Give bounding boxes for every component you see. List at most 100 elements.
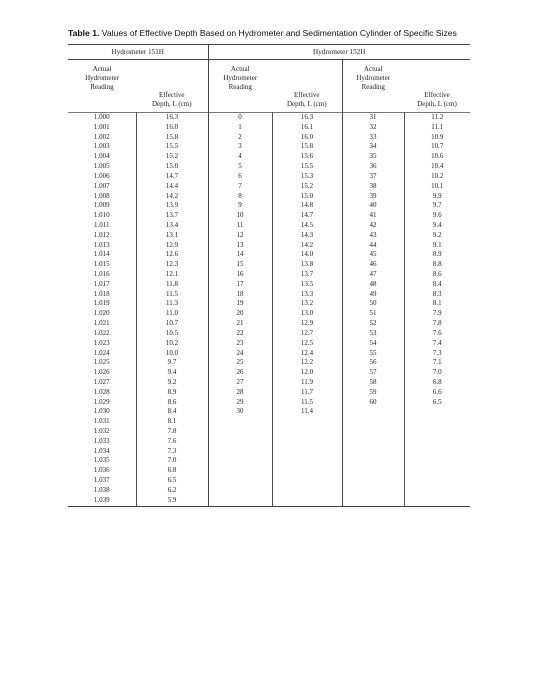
table-cell-effective-depth-152h-a: 15.6 [272,152,343,163]
table-cell-actual-reading-152h-b: 56 [342,358,405,369]
table-cell-effective-depth-152h-a: 15.3 [272,171,343,182]
table-cell-actual-reading-152h-a [208,427,273,437]
table-cell-actual-reading-152h-a: 27 [208,377,273,388]
table-row: 1.032 7.8 [68,427,470,437]
table-cell-actual-reading-152h-b: 38 [342,181,405,192]
table-cell-actual-reading-152h-b: 41 [342,211,405,221]
table-cell-actual-reading-152h-a: 1 [208,122,273,133]
table-cell-actual-reading-151h: 1.037 [68,476,137,486]
table-cell-effective-depth-151h: 8.6 [136,397,209,408]
table-cell-effective-depth-152h-a: 14.2 [272,240,343,251]
column-header-line: Depth, L (cm) [151,100,192,108]
table-cell-actual-reading-152h-a: 7 [208,181,273,192]
table-cell-actual-reading-152h-b [342,436,405,447]
table-cell-actual-reading-152h-a: 2 [208,132,273,143]
table-cell-actual-reading-151h: 1.018 [68,289,137,300]
column-header-line: Depth, L (cm) [417,100,457,108]
table-cell-actual-reading-152h-a [208,446,273,457]
table-cell-actual-reading-152h-b [342,456,405,467]
table-cell-actual-reading-151h: 1.007 [68,181,137,192]
table-row: 1.020 11.0 20 13.0 51 7.9 [68,309,470,320]
table-cell-effective-depth-152h-b: 10.9 [431,132,444,141]
table-cell-actual-reading-151h: 1.000 [68,111,137,123]
column-header-actual-reading-152h-b: Actual Hydrometer Reading [342,60,404,113]
table-cell-effective-depth-152h-a [272,436,343,447]
table-cell-effective-depth-151h: 13.9 [136,201,209,212]
table-cell-actual-reading-151h: 1.020 [68,309,137,320]
table-row: 1.002 15.8 2 16.0 33 10.9 [68,132,470,143]
table-cell-actual-reading-152h-b: 34 [342,142,405,153]
table-cell-actual-reading-152h-a: 4 [208,152,273,163]
column-header-line: Reading [228,83,252,91]
table-cell-actual-reading-151h: 1.006 [68,171,137,182]
table-cell-effective-depth-151h: 15.2 [136,152,209,163]
table-cell-actual-reading-152h-b: 57 [342,368,405,378]
table-cell-actual-reading-152h-a [208,485,273,496]
table-cell-actual-reading-152h-b: 52 [342,319,405,329]
table-cell-effective-depth-152h-a: 12.5 [272,338,343,349]
table-cell-effective-depth-152h-b [404,427,470,437]
table-cell-effective-depth-152h-b [404,417,470,427]
table-cell-effective-depth-152h-b [404,466,470,476]
table-cell-actual-reading-152h-b: 54 [342,338,405,349]
column-header-line: Actual [230,65,250,73]
table-cell-effective-depth-152h-b [404,407,470,417]
table-cell-actual-reading-152h-a [208,495,273,507]
table-cell-actual-reading-152h-a: 18 [208,289,273,300]
table-cell-actual-reading-151h: 1.010 [68,211,137,221]
table-row: 1.009 13.9 9 14.8 40 9.7 [68,201,470,212]
table-cell-effective-depth-152h-b: 9.1 [432,240,442,249]
table-row: 1.021 10.7 21 12.9 52 7.8 [68,319,470,329]
table-cell-effective-depth-152h-a: 12.2 [272,358,343,369]
table-cell-effective-depth-152h-b: 10.2 [431,171,444,180]
table-cell-actual-reading-152h-b: 36 [342,162,405,172]
table-row: 1.030 8.4 30 11.4 [68,407,470,418]
table-cell-effective-depth-152h-a [272,495,343,507]
table-cell-actual-reading-152h-b [342,407,405,418]
table-cell-actual-reading-151h: 1.017 [68,279,137,290]
table-cell-effective-depth-152h-a: 13.2 [272,299,343,310]
table-row: 1.005 15.0 5 15.5 36 10.4 [68,162,470,172]
table-cell-effective-depth-152h-a: 15.0 [272,191,343,202]
table-cell-actual-reading-152h-a: 21 [208,319,273,329]
table-cell-effective-depth-151h: 7.0 [136,456,209,467]
table-row: 1.025 9.7 25 12.2 56 7.1 [68,358,470,369]
table-cell-effective-depth-151h: 9.4 [136,368,209,378]
table-cell-actual-reading-152h-b: 47 [342,270,405,280]
table-title: Values of Effective Depth Based on Hydro… [101,28,457,38]
table-cell-effective-depth-151h: 9.7 [136,358,209,369]
table-cell-effective-depth-152h-b: 9.4 [432,220,442,229]
table-row: 1.031 8.1 [68,417,470,427]
table-cell-actual-reading-151h: 1.033 [68,436,137,447]
column-header-line: Depth, L (cm) [286,100,327,108]
table-row: 1.011 13.4 11 14.5 42 9.4 [68,220,470,231]
table-number: Table 1. [68,28,100,38]
table-cell-actual-reading-152h-b: 53 [342,328,405,339]
table-row: 1.014 12.6 14 14.0 45 8.9 [68,250,470,261]
table-cell-actual-reading-152h-a [208,436,273,447]
column-header-line: Hydrometer [223,74,258,82]
column-header-line: Reading [90,83,114,91]
table-cell-actual-reading-152h-b: 44 [342,240,405,251]
table-cell-effective-depth-151h: 8.4 [136,407,209,418]
table-cell-actual-reading-152h-b: 35 [342,152,405,163]
table-cell-actual-reading-151h: 1.034 [68,446,137,457]
table-cell-effective-depth-152h-b: 8.1 [432,299,442,308]
column-header-line: Reading [361,83,385,91]
table-cell-actual-reading-152h-a: 14 [208,250,273,261]
table-cell-effective-depth-152h-a [272,446,343,457]
table-row: 1.034 7.3 [68,446,470,457]
table-cell-effective-depth-152h-a [272,485,343,496]
table-cell-actual-reading-152h-a: 10 [208,211,273,221]
table-cell-effective-depth-152h-a: 12.0 [272,368,343,378]
table-cell-actual-reading-152h-a: 8 [208,191,273,202]
table-cell-actual-reading-152h-b [342,427,405,437]
column-header-line: Actual [92,65,112,73]
table-cell-actual-reading-152h-b [342,476,405,486]
table-cell-actual-reading-151h: 1.015 [68,260,137,270]
table-cell-effective-depth-152h-a: 12.7 [272,328,343,339]
table-cell-effective-depth-152h-a: 16.1 [272,122,343,133]
table-cell-actual-reading-151h: 1.027 [68,377,137,388]
table-row: 1.018 11.5 18 13.3 49 8.3 [68,289,470,300]
table-cell-effective-depth-151h: 10.7 [136,319,209,329]
